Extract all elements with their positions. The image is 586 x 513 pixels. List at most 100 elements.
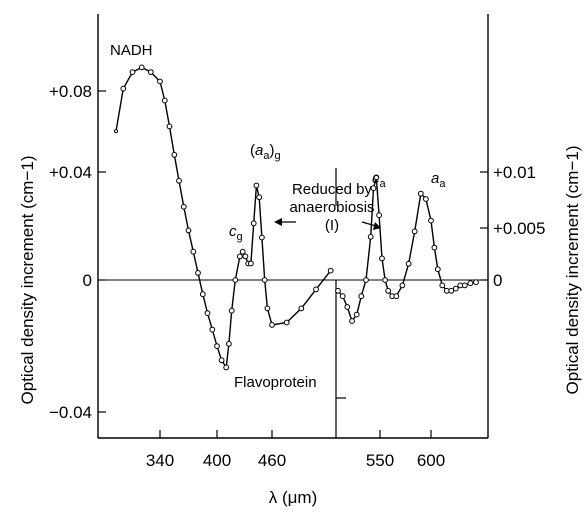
annotation-cg-main: c — [229, 223, 237, 240]
annotation-reduced-line3: (I) — [325, 217, 339, 234]
series-left-point — [259, 234, 265, 241]
series-left-point — [180, 203, 187, 210]
series-left-point — [256, 194, 263, 201]
x-tick-label: 550 — [366, 451, 394, 470]
right-y-tick-label: +0.005 — [493, 219, 545, 238]
series-right-point — [467, 280, 474, 287]
series-left-point — [223, 364, 230, 371]
series-right-point — [382, 277, 389, 283]
series-right-point — [367, 233, 374, 240]
series-right-scale — [335, 174, 479, 324]
annotation-aa-main: a — [431, 170, 439, 187]
series-right-point — [358, 293, 365, 300]
annotation-cg: cg — [229, 223, 243, 243]
series-left-point — [261, 277, 268, 283]
x-tick-label: 600 — [417, 451, 445, 470]
annotation-aag: (aa)g — [250, 142, 281, 162]
series-right-point — [461, 282, 468, 289]
left-y-tick-label: +0.04 — [49, 163, 92, 182]
series-left-point — [138, 64, 145, 71]
annotation-nadh: NADH — [110, 42, 153, 59]
left-y-tick-label: 0 — [83, 271, 92, 290]
x-axis-label: λ (μm) — [269, 488, 318, 507]
series-right-point — [353, 311, 360, 318]
series-left-point — [218, 357, 225, 364]
right-y-ticks: +0.01 +0.005 0 — [480, 163, 545, 290]
arrow-left — [274, 218, 296, 226]
left-y-tick-label: +0.08 — [49, 82, 92, 101]
x-tick-label: 340 — [146, 451, 174, 470]
series-right-point — [423, 196, 429, 202]
series-right-point — [373, 174, 380, 181]
series-left-point — [129, 69, 136, 75]
series-left-point — [253, 182, 260, 189]
annotation-aag-g-sub: g — [274, 150, 280, 162]
series-right-point — [417, 190, 424, 197]
series-left-scale — [113, 64, 334, 371]
x-ticks: 340 400 460 550 600 — [146, 430, 445, 470]
left-y-axis-label: Optical density increment (cm−1) — [18, 156, 37, 405]
right-y-tick-label: +0.01 — [493, 163, 536, 182]
series-left-point — [226, 340, 232, 347]
series-left-point — [190, 248, 197, 255]
series-left-point — [209, 326, 216, 333]
series-right-point — [376, 212, 383, 219]
series-left-point — [214, 343, 220, 350]
series-left-point — [161, 97, 168, 104]
series-right-point — [439, 282, 446, 289]
annotation-flavoprotein: Flavoprotein — [234, 374, 317, 391]
annotation-aag-a-sub: a — [263, 150, 270, 162]
series-left-point — [264, 305, 271, 312]
annotation-aag-open: ( — [250, 142, 255, 159]
series-right-point — [434, 266, 441, 273]
series-right-point — [452, 285, 459, 292]
series-right-point — [385, 287, 392, 294]
series-right-point — [349, 318, 355, 324]
annotation-aag-a: a — [255, 142, 263, 159]
annotation-ca-sub: a — [380, 178, 387, 190]
series-left-point — [269, 322, 275, 328]
series-right-point — [363, 277, 369, 283]
series-right-point — [393, 293, 400, 300]
series-left-point — [185, 227, 192, 234]
series-right-point — [379, 255, 385, 262]
series-left-point — [157, 78, 163, 85]
annotation-aa: aa — [431, 170, 446, 190]
series-right-point — [370, 185, 377, 192]
series-left-point — [147, 69, 154, 75]
x-tick-label: 460 — [258, 451, 286, 470]
series-left-line — [115, 66, 332, 370]
series-left-point — [120, 85, 127, 92]
series-right-point — [399, 282, 406, 289]
right-y-tick-label: 0 — [493, 271, 502, 290]
series-left-point — [195, 270, 201, 276]
series-right-point — [473, 279, 479, 286]
series-left-point — [171, 151, 178, 158]
annotation-aa-sub: a — [439, 178, 446, 190]
series-left-point — [250, 220, 257, 227]
series-left-point — [283, 319, 290, 326]
annotation-aag-close: ) — [269, 142, 274, 159]
left-y-tick-label: −0.04 — [49, 403, 92, 422]
left-y-ticks: +0.08 +0.04 0 −0.04 — [49, 82, 106, 422]
series-left-point — [237, 253, 243, 260]
series-left-point — [232, 277, 239, 283]
series-left-point — [313, 286, 319, 293]
series-left-point — [242, 253, 249, 260]
arrow-right — [361, 221, 381, 230]
series-left-point — [199, 291, 206, 298]
annotation-reduced-line1: Reduced by — [292, 181, 373, 198]
annotation-cg-sub: g — [237, 231, 243, 243]
series-left-point — [176, 177, 182, 184]
series-right-point — [428, 217, 434, 224]
series-right-point — [431, 244, 438, 251]
annotation-ca-main: c — [372, 170, 380, 187]
x-tick-label: 400 — [203, 451, 231, 470]
series-left-point — [327, 267, 334, 274]
series-right-point — [335, 287, 341, 294]
annotation-ca: ca — [372, 170, 387, 190]
right-y-axis-label: Optical density increment (cm−1) — [563, 146, 582, 395]
annotation-reduced-line2: anaerobiosis — [289, 199, 374, 216]
series-left-point — [298, 305, 305, 312]
